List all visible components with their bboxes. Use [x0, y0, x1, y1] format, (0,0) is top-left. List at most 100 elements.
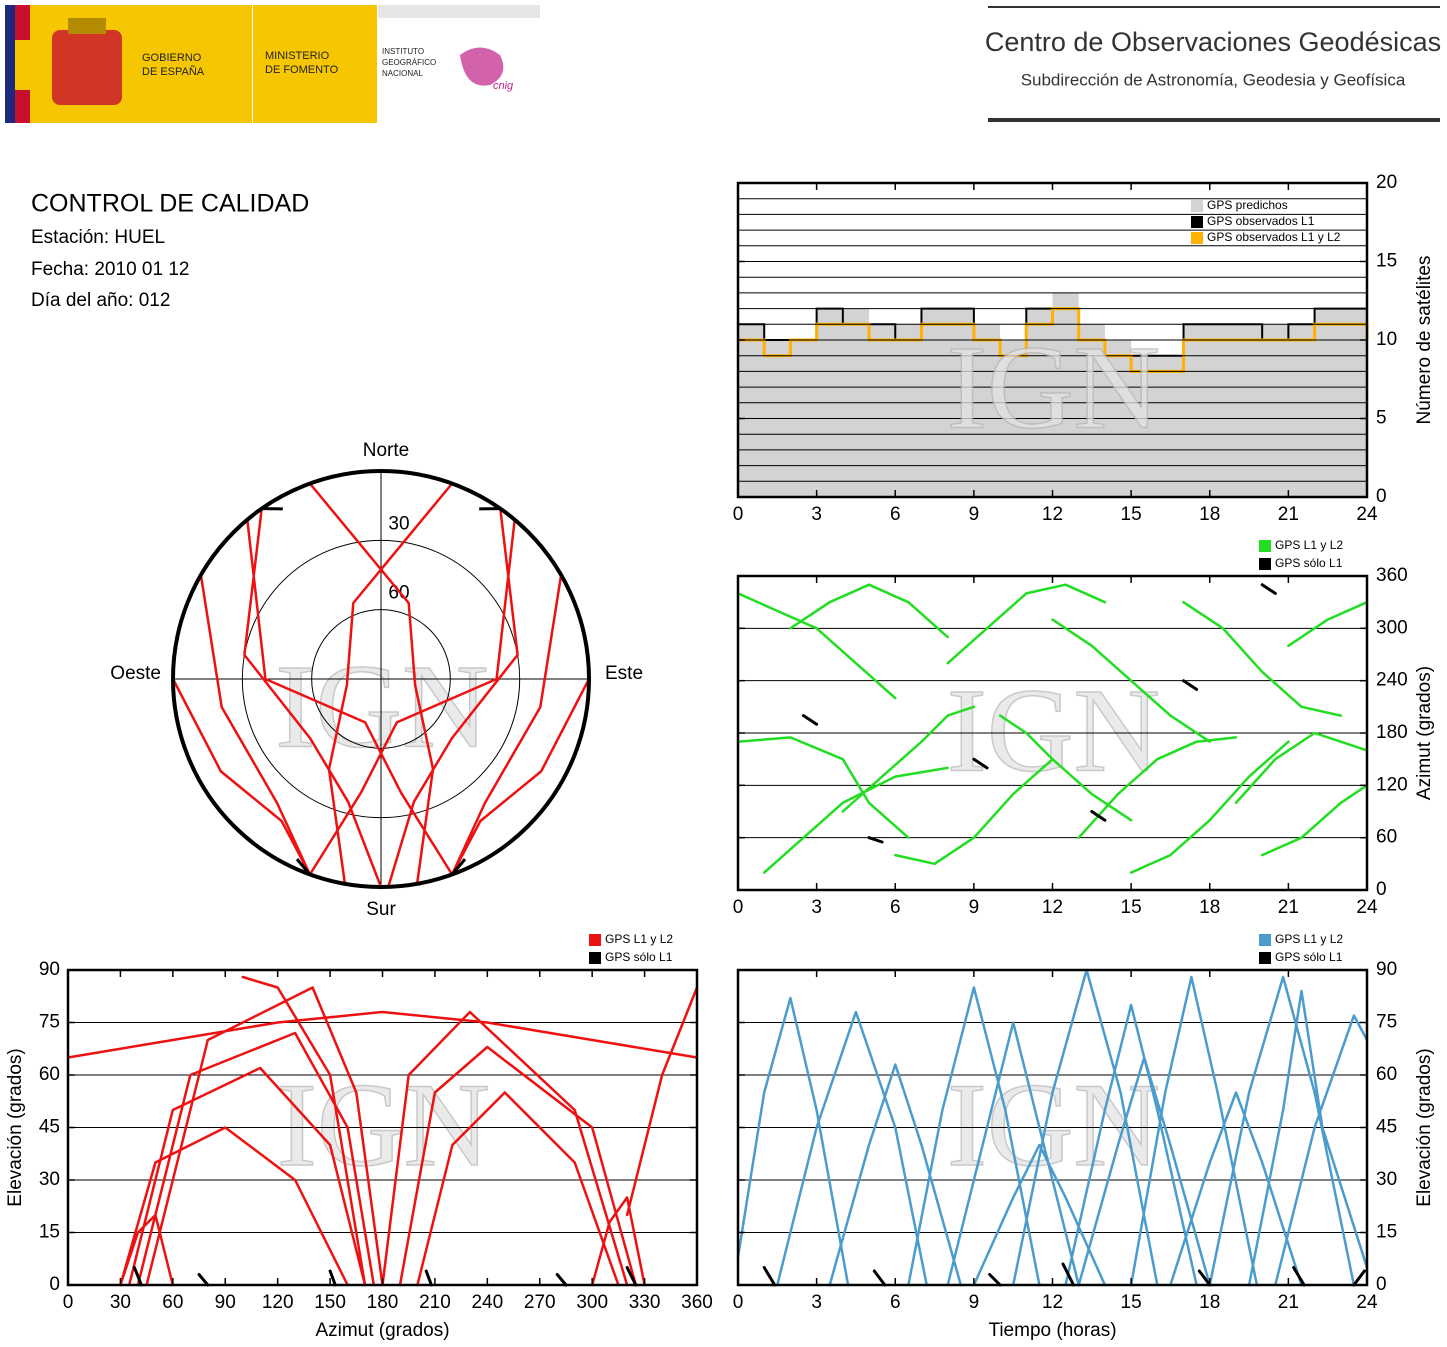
x-tick-label: 9: [969, 504, 980, 525]
x-tick-label: 24: [1356, 1292, 1378, 1313]
y-tick-label: 360: [1376, 565, 1408, 586]
x-tick-label: 9: [969, 1292, 980, 1313]
legend-swatch: [1191, 216, 1203, 228]
x-tick-label: 3: [811, 897, 822, 918]
y-tick-label: 30: [39, 1169, 60, 1190]
y-tick-label: 300: [1376, 617, 1408, 638]
cnig-logo: [460, 47, 504, 86]
ministry-text: MINISTERIO: [265, 50, 330, 62]
track: [762, 1262, 1366, 1287]
flag-blue: [5, 5, 15, 123]
x-tick-label: 210: [419, 1292, 451, 1313]
x-tick-label: 6: [890, 504, 901, 525]
x-tick-label: 240: [471, 1292, 503, 1313]
direction-label: Norte: [363, 440, 409, 461]
ministry-text: DE FOMENTO: [265, 64, 339, 76]
y-tick-label: 15: [1376, 1222, 1397, 1243]
flag-yellow: [15, 40, 30, 90]
y-tick-label: 90: [39, 959, 60, 980]
x-tick-label: 12: [1042, 504, 1063, 525]
y-tick-label: 0: [1376, 486, 1387, 507]
logo-strip: GOBIERNO DE ESPAÑA MINISTERIO DE FOMENTO…: [5, 5, 540, 123]
grey-band: [378, 5, 540, 18]
legend-label: GPS sólo L1: [1275, 556, 1343, 570]
x-tick-label: 21: [1278, 504, 1299, 525]
legend-label: GPS sólo L1: [605, 950, 673, 964]
center-title: Centro de Observaciones Geodésicas: [985, 27, 1441, 57]
x-tick-label: 30: [110, 1292, 131, 1313]
watermark: IGN: [947, 321, 1160, 454]
x-tick-label: 15: [1121, 897, 1142, 918]
x-tick-label: 0: [733, 1292, 744, 1313]
legend-label: GPS sólo L1: [1275, 950, 1343, 964]
x-tick-label: 0: [733, 504, 744, 525]
x-tick-label: 0: [733, 897, 744, 918]
report-line: Día del año: 012: [31, 290, 170, 311]
y-tick-label: 0: [1376, 879, 1387, 900]
horizon: [171, 469, 591, 889]
gov-text: GOBIERNO: [142, 52, 202, 64]
x-tick-label: 3: [811, 1292, 822, 1313]
x-tick-label: 21: [1278, 897, 1299, 918]
area: [738, 292, 1367, 497]
y-axis-label: Elevación (grados): [5, 1048, 26, 1206]
y-tick-label: 60: [39, 1064, 60, 1085]
direction-label: Sur: [366, 899, 396, 920]
y-tick-label: 180: [1376, 722, 1408, 743]
ring: [241, 539, 521, 819]
legend-swatch: [1259, 952, 1271, 964]
legend-swatch: [1191, 232, 1203, 244]
track: [736, 968, 1369, 1287]
track: [132, 1266, 638, 1287]
x-tick-label: 18: [1199, 1292, 1220, 1313]
x-tick-label: 24: [1356, 897, 1378, 918]
x-tick-label: 330: [629, 1292, 661, 1313]
x-tick-label: 12: [1042, 1292, 1063, 1313]
y-axis-label: Número de satélites: [1414, 256, 1435, 425]
crown: [68, 18, 106, 34]
x-axis-label: Tiempo (horas): [988, 1320, 1116, 1341]
gov-text: DE ESPAÑA: [142, 65, 205, 78]
ign-text: NACIONAL: [382, 69, 423, 78]
report-line: Estación: HUEL: [31, 227, 165, 248]
track: [736, 583, 1369, 874]
x-tick-label: 180: [367, 1292, 399, 1313]
y-tick-label: 0: [49, 1274, 60, 1295]
x-tick-label: 15: [1121, 1292, 1142, 1313]
x-tick-label: 60: [162, 1292, 183, 1313]
y-tick-label: 45: [39, 1117, 60, 1138]
x-tick-label: 9: [969, 897, 980, 918]
x-tick-label: 300: [576, 1292, 608, 1313]
center-subtitle: Subdirección de Astronomía, Geodesia y G…: [1021, 70, 1406, 89]
legend-swatch: [1259, 540, 1271, 552]
x-tick-label: 360: [681, 1292, 713, 1313]
report-title: CONTROL DE CALIDAD: [31, 190, 309, 218]
legend-swatch: [1259, 934, 1271, 946]
x-tick-label: 15: [1121, 504, 1142, 525]
legend-swatch: [589, 934, 601, 946]
legend-label: GPS L1 y L2: [1275, 538, 1343, 552]
x-tick-label: 12: [1042, 897, 1063, 918]
x-tick-label: 18: [1199, 897, 1220, 918]
x-tick-label: 120: [262, 1292, 294, 1313]
direction-label: Este: [605, 663, 643, 684]
x-tick-label: 6: [890, 1292, 901, 1313]
y-tick-label: 15: [1376, 251, 1397, 272]
y-tick-label: 75: [39, 1012, 60, 1033]
ring: [311, 609, 451, 749]
report-line: Fecha: 2010 01 12: [31, 259, 189, 280]
x-tick-label: 150: [314, 1292, 346, 1313]
sky-track: [261, 507, 501, 876]
y-tick-label: 240: [1376, 670, 1408, 691]
x-tick-label: 18: [1199, 504, 1220, 525]
legend-label: GPS predichos: [1207, 198, 1288, 212]
y-axis-label: Elevación (grados): [1414, 1048, 1435, 1206]
y-tick-label: 60: [1376, 1064, 1397, 1085]
y-tick-label: 75: [1376, 1012, 1397, 1033]
x-tick-label: 0: [63, 1292, 74, 1313]
coat-of-arms: [52, 30, 122, 105]
legend-swatch: [1259, 558, 1271, 570]
x-tick-label: 3: [811, 504, 822, 525]
legend-label: GPS L1 y L2: [1275, 932, 1343, 946]
